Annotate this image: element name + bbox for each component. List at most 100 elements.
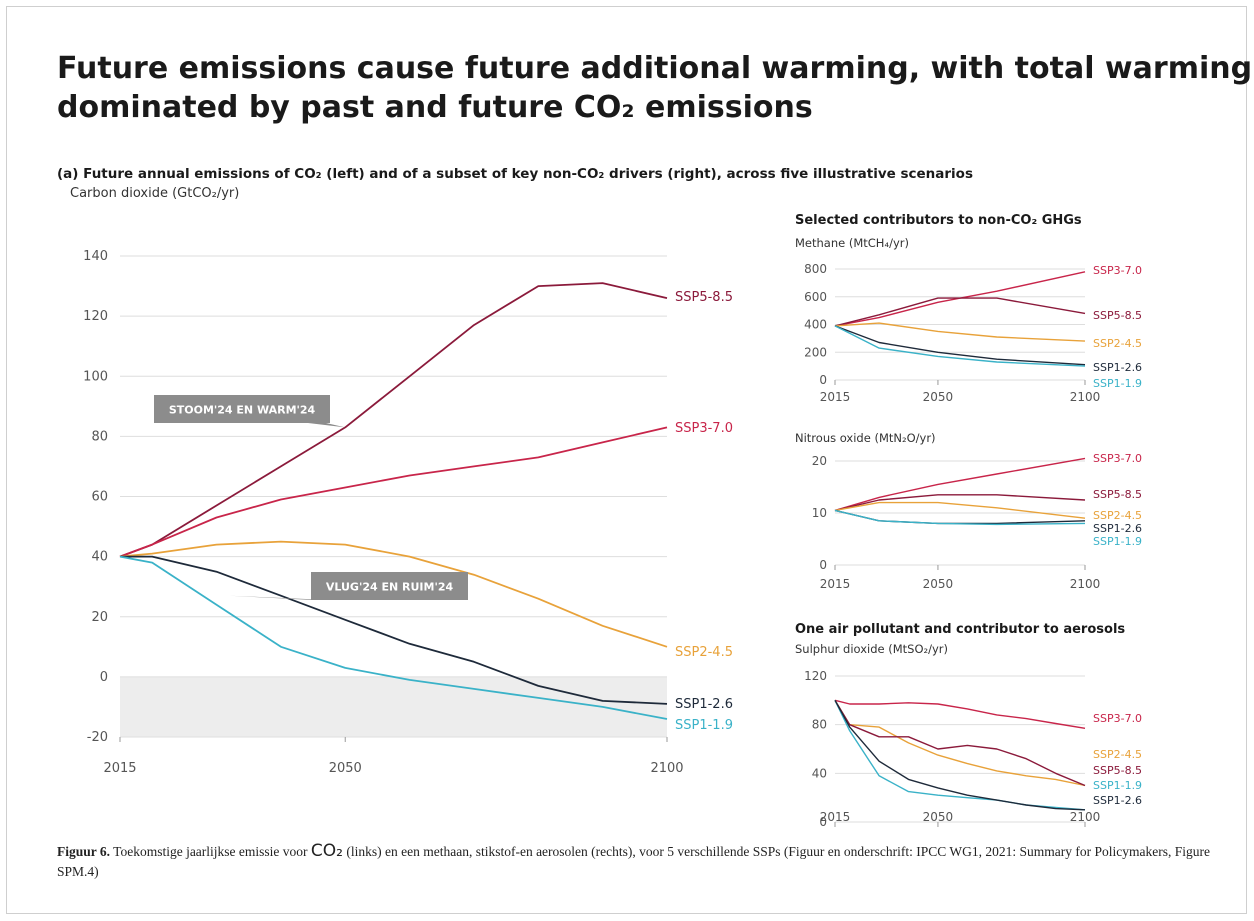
y-tick-label: 80: [91, 429, 108, 444]
x-tick-label: 2100: [650, 761, 683, 776]
series-label: SSP1-2.6: [1093, 522, 1142, 535]
y-tick-label: 10: [812, 506, 827, 520]
series-line-ssp2-4.5: [834, 699, 1086, 787]
figure-frame: [6, 6, 1247, 914]
y-tick-label: 800: [804, 262, 827, 276]
series-label: SSP3-7.0: [1093, 264, 1142, 277]
figure-title-line-1: Future emissions cause future additional…: [57, 51, 1252, 86]
methane-panel: 0 200 400 600 800 2015 2050 2100 Methane (MtCH₄/…: [795, 236, 1142, 404]
series-label: SSP1-1.9: [1093, 535, 1142, 548]
callout-pointer: [308, 423, 346, 428]
series-line-ssp2-4.5: [834, 322, 1086, 342]
axis-label: Sulphur dioxide (MtSO₂/yr): [795, 642, 948, 656]
y-tick-label: 0: [819, 558, 827, 572]
series-label: SSP5-8.5: [1093, 309, 1142, 322]
y-tick-label: 40: [812, 766, 827, 780]
y-tick-label: 120: [83, 309, 108, 324]
figure-subtitle: (a) Future annual emissions of CO₂ (left…: [57, 166, 973, 182]
series-label: SSP2-4.5: [675, 645, 733, 660]
y-tick-label: 40: [91, 550, 108, 565]
y-tick-label: 600: [804, 290, 827, 304]
y-tick-label: 120: [804, 669, 827, 683]
callout-pointer: [229, 595, 329, 600]
y-tick-label: 100: [83, 369, 108, 384]
x-tick-label: 2100: [1070, 810, 1101, 824]
caption-label: Figuur 6.: [57, 844, 111, 859]
series-line-ssp1-1.9: [119, 555, 668, 720]
x-tick-label: 2015: [820, 390, 851, 404]
series-line-ssp1-1.9: [834, 325, 1086, 367]
callout-label: STOOM'24 EN WARM'24: [169, 404, 316, 417]
series-line-ssp5-8.5: [834, 699, 1086, 787]
series-line-ssp5-8.5: [119, 282, 668, 558]
right-group-title-aerosol: One air pollutant and contributor to aer…: [795, 622, 1125, 637]
series-line-ssp3-7.0: [834, 271, 1086, 327]
x-tick-label: 2015: [820, 577, 851, 591]
x-tick-label: 2015: [103, 761, 136, 776]
y-tick-label: 80: [812, 718, 827, 732]
series-line-ssp3-7.0: [834, 699, 1086, 729]
series-line-ssp3-7.0: [119, 426, 668, 558]
sulphur-dioxide-panel: 0 40 80 120 2015 2050 2100 Sulphur dioxide (MtS…: [795, 642, 1142, 829]
caption-text-before: Toekomstige jaarlijkse emissie voor: [110, 844, 311, 859]
x-tick-label: 2050: [923, 577, 954, 591]
x-tick-label: 2050: [329, 761, 362, 776]
caption-text-after: (links) en een methaan, stikstof-en aero…: [57, 844, 1210, 879]
series-label: SSP3-7.0: [675, 421, 733, 436]
y-tick-label: 20: [812, 454, 827, 468]
y-tick-label: 140: [83, 249, 108, 264]
series-label: SSP2-4.5: [1093, 748, 1142, 761]
series-line-ssp1-1.9: [834, 509, 1086, 526]
series-line-ssp1-2.6: [120, 555, 668, 705]
nitrous-oxide-panel: 0 10 20 2015 2050 2100 Nitrous oxide (MtN₂O/yr…: [795, 431, 1142, 591]
callout-label: VLUG'24 EN RUIM'24: [326, 581, 454, 594]
series-label: SSP1-2.6: [675, 697, 733, 712]
series-label: SSP3-7.0: [1093, 452, 1142, 465]
series-label: SSP1-1.9: [1093, 377, 1142, 390]
series-line-ssp5-8.5: [834, 494, 1086, 512]
series-line-ssp3-7.0: [834, 457, 1086, 512]
series-line-ssp2-4.5: [834, 501, 1086, 519]
axis-label: Nitrous oxide (MtN₂O/yr): [795, 431, 936, 445]
series-line-ssp1-2.6: [834, 325, 1086, 366]
axis-label: Methane (MtCH₄/yr): [795, 236, 909, 250]
axis-label: Carbon dioxide (GtCO₂/yr): [70, 186, 239, 201]
y-tick-label: 400: [804, 318, 827, 332]
series-label: SSP3-7.0: [1093, 712, 1142, 725]
x-tick-label: 2050: [923, 810, 954, 824]
y-tick-label: 0: [100, 670, 108, 685]
series-label: SSP5-8.5: [1093, 488, 1142, 501]
y-tick-label: 20: [91, 610, 108, 625]
x-tick-label: 2050: [923, 390, 954, 404]
figure-title-line-2: dominated by past and future CO₂ emissio…: [57, 90, 813, 125]
y-tick-label: 0: [819, 373, 827, 387]
co2-panel: -20 0 20 40 60 80 100 120 140 2015 2050 2100 Carbon …: [70, 186, 733, 776]
series-label: SSP1-1.9: [1093, 779, 1142, 792]
x-tick-label: 2100: [1070, 390, 1101, 404]
series-label: SSP2-4.5: [1093, 509, 1142, 522]
series-label: SSP2-4.5: [1093, 337, 1142, 350]
series-line-ssp1-2.6: [834, 699, 1086, 811]
annotation-layer: STOOM'24 EN WARM'24 VLUG'24 EN RUIM'24: [154, 395, 468, 600]
series-line-ssp1-2.6: [834, 509, 1086, 525]
x-tick-label: 2015: [820, 810, 851, 824]
series-label: SSP5-8.5: [675, 290, 733, 305]
series-label: SSP1-2.6: [1093, 361, 1142, 374]
y-tick-label: 0: [819, 815, 827, 829]
series-line-ssp2-4.5: [119, 540, 668, 648]
figure-caption: Figuur 6. Toekomstige jaarlijkse emissie…: [57, 841, 1217, 882]
x-tick-label: 2100: [1070, 577, 1101, 591]
series-label: SSP5-8.5: [1093, 764, 1142, 777]
series-line-ssp5-8.5: [834, 297, 1086, 327]
series-label: SSP1-1.9: [675, 718, 733, 733]
y-tick-label: -20: [87, 730, 108, 745]
negative-emissions-band: [120, 676, 667, 737]
callout-box: [154, 395, 330, 423]
y-tick-label: 60: [91, 490, 108, 505]
y-tick-label: 200: [804, 345, 827, 359]
caption-co2: CO₂: [310, 841, 343, 861]
right-group-title-ghg: Selected contributors to non-CO₂ GHGs: [795, 213, 1082, 228]
series-label: SSP1-2.6: [1093, 794, 1142, 807]
callout-box: [311, 572, 468, 600]
